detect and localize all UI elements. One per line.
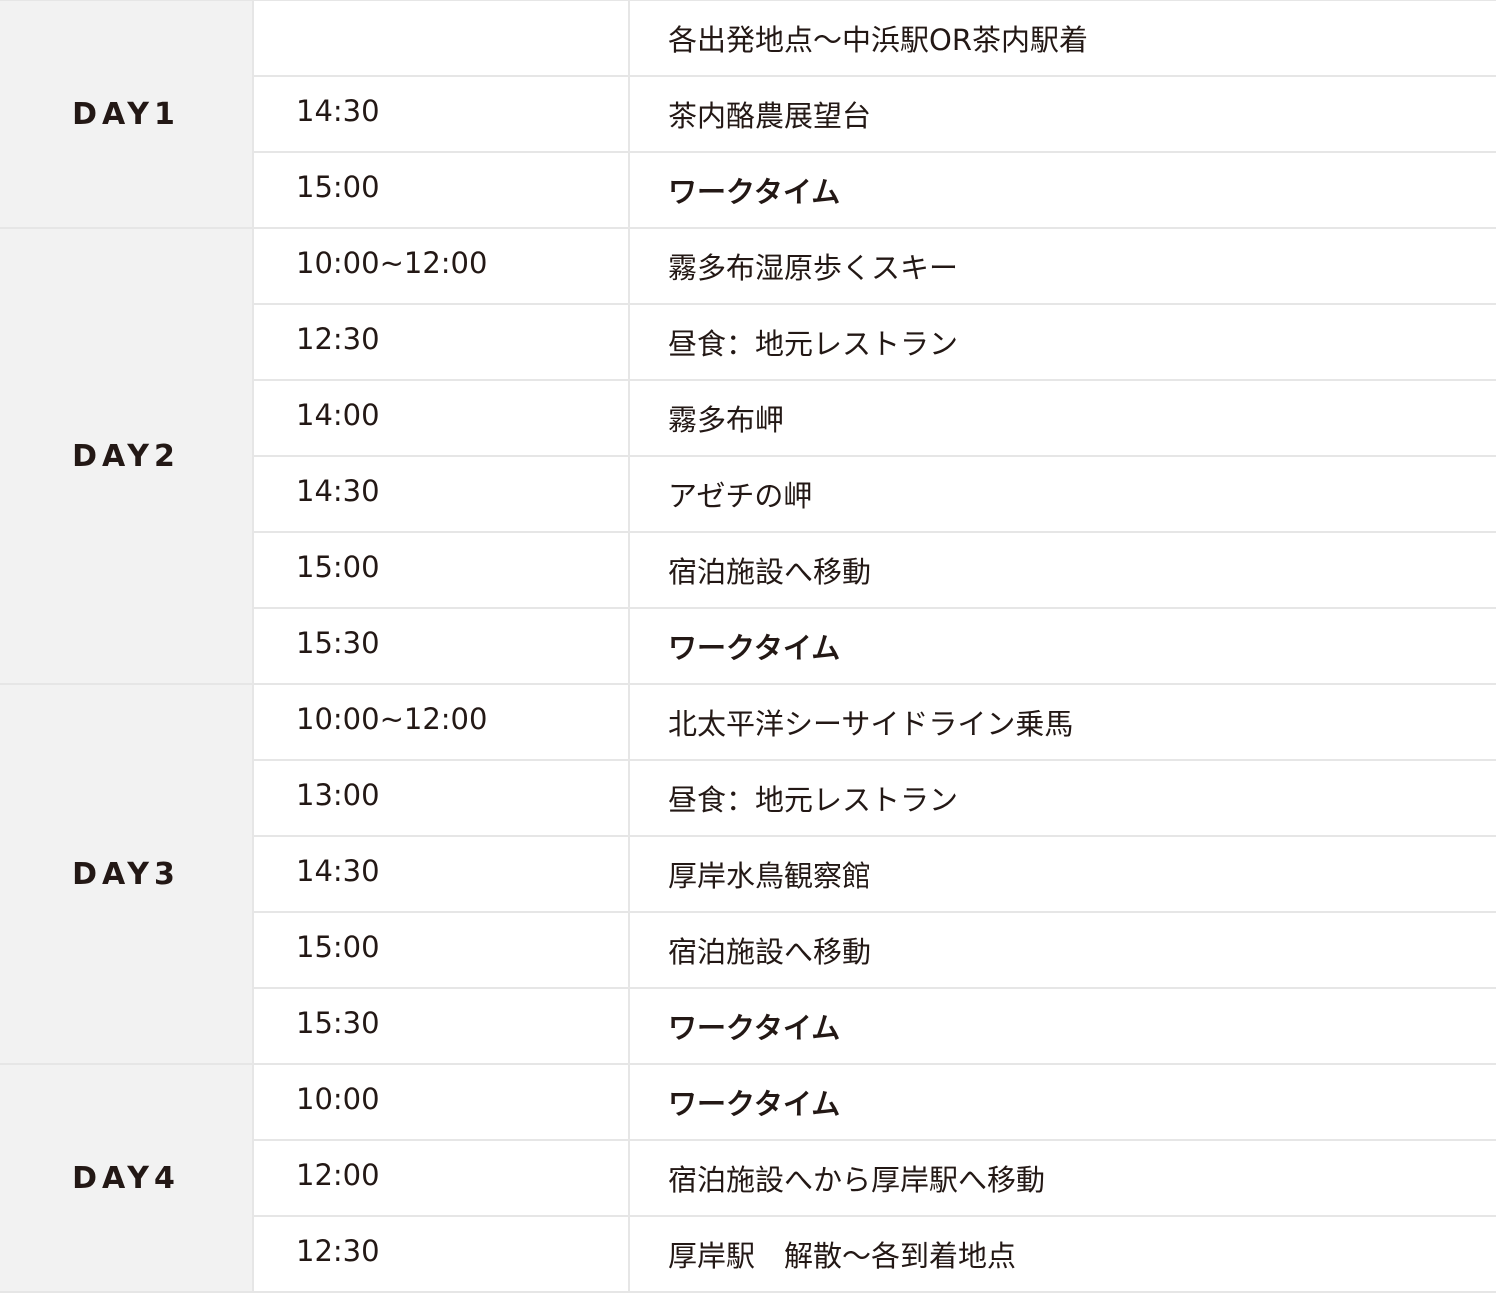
activity-cell: 宿泊施設へから厚岸駅へ移動 bbox=[628, 1139, 1496, 1217]
time-cell: 14:30 bbox=[252, 455, 630, 533]
schedule-row: DAY1 各出発地点～中浜駅OR茶内駅着 bbox=[0, 0, 1496, 229]
activity-cell: 宿泊施設へ移動 bbox=[628, 531, 1496, 609]
day-label: DAY4 bbox=[0, 1063, 254, 1293]
schedule-row: 14:00 霧多布岬 bbox=[0, 379, 1496, 457]
day-label: DAY1 bbox=[0, 0, 254, 229]
time-cell: 14:30 bbox=[252, 75, 630, 153]
schedule-row: DAY4 10:00 ワークタイム bbox=[0, 1063, 1496, 1293]
schedule-row: DAY3 10:00~12:00 北太平洋シーサイドライン乗馬 bbox=[0, 683, 1496, 1065]
schedule-row: 12:30 昼食：地元レストラン bbox=[0, 303, 1496, 381]
activity-cell: 厚岸駅 解散～各到着地点 bbox=[628, 1215, 1496, 1293]
activity-cell: 茶内酪農展望台 bbox=[628, 75, 1496, 153]
day-label: DAY2 bbox=[0, 227, 254, 685]
activity-cell: 昼食：地元レストラン bbox=[628, 303, 1496, 381]
time-cell: 15:30 bbox=[252, 987, 630, 1065]
time-cell: 14:00 bbox=[252, 379, 630, 457]
schedule-row: 13:00 昼食：地元レストラン bbox=[0, 759, 1496, 837]
schedule-row: 15:00 ワークタイム bbox=[0, 151, 1496, 229]
schedule-row: 14:30 厚岸水鳥観察館 bbox=[0, 835, 1496, 913]
activity-cell: 霧多布湿原歩くスキー bbox=[628, 227, 1496, 305]
activity-cell: ワークタイム bbox=[628, 987, 1496, 1065]
activity-cell: ワークタイム bbox=[628, 151, 1496, 229]
activity-cell: 北太平洋シーサイドライン乗馬 bbox=[628, 683, 1496, 761]
time-cell: 14:30 bbox=[252, 835, 630, 913]
activity-cell: ワークタイム bbox=[628, 1063, 1496, 1141]
time-cell: 15:00 bbox=[252, 151, 630, 229]
schedule-row: 15:00 宿泊施設へ移動 bbox=[0, 531, 1496, 609]
time-cell: 13:00 bbox=[252, 759, 630, 837]
time-cell: 15:30 bbox=[252, 607, 630, 685]
activity-cell: 昼食：地元レストラン bbox=[628, 759, 1496, 837]
day-label: DAY3 bbox=[0, 683, 254, 1065]
schedule-row: 14:30 アゼチの岬 bbox=[0, 455, 1496, 533]
time-cell: 12:00 bbox=[252, 1139, 630, 1217]
activity-cell: 厚岸水鳥観察館 bbox=[628, 835, 1496, 913]
schedule-row: 15:30 ワークタイム bbox=[0, 607, 1496, 685]
activity-cell: ワークタイム bbox=[628, 607, 1496, 685]
activity-cell: 霧多布岬 bbox=[628, 379, 1496, 457]
activity-cell: 各出発地点～中浜駅OR茶内駅着 bbox=[628, 0, 1496, 77]
schedule-row: 15:30 ワークタイム bbox=[0, 987, 1496, 1065]
activity-cell: アゼチの岬 bbox=[628, 455, 1496, 533]
schedule-row: DAY2 10:00~12:00 霧多布湿原歩くスキー bbox=[0, 227, 1496, 685]
time-cell: 12:30 bbox=[252, 303, 630, 381]
time-cell: 10:00~12:00 bbox=[252, 683, 630, 761]
time-cell: 10:00~12:00 bbox=[252, 227, 630, 305]
time-cell bbox=[252, 0, 630, 77]
schedule-row: 15:00 宿泊施設へ移動 bbox=[0, 911, 1496, 989]
schedule-row: 14:30 茶内酪農展望台 bbox=[0, 75, 1496, 153]
activity-cell: 宿泊施設へ移動 bbox=[628, 911, 1496, 989]
time-cell: 10:00 bbox=[252, 1063, 630, 1141]
time-cell: 15:00 bbox=[252, 911, 630, 989]
time-cell: 12:30 bbox=[252, 1215, 630, 1293]
schedule-row: 12:00 宿泊施設へから厚岸駅へ移動 bbox=[0, 1139, 1496, 1217]
time-cell: 15:00 bbox=[252, 531, 630, 609]
